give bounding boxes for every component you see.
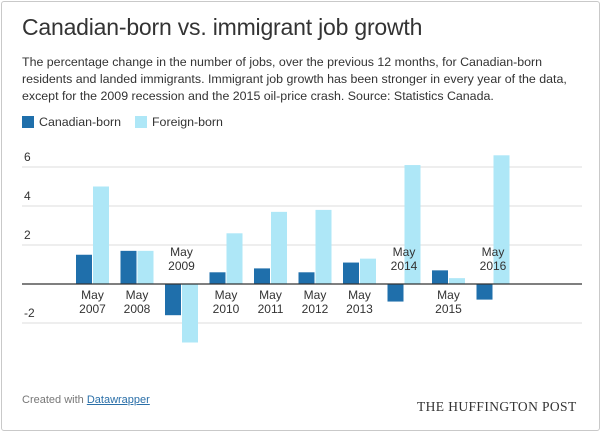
y-tick-label: 6 <box>24 150 31 164</box>
legend-swatch-foreign <box>134 116 147 128</box>
bar-foreign <box>493 155 510 284</box>
datawrapper-link[interactable]: Datawrapper <box>86 394 150 406</box>
x-tick-label: 2014 <box>391 259 418 273</box>
y-tick-label: 4 <box>24 189 31 203</box>
bar-canadian <box>76 254 92 284</box>
bar-foreign <box>93 186 109 284</box>
x-tick-label: May <box>437 288 460 302</box>
bar-canadian <box>387 284 404 302</box>
bar-canadian <box>254 268 270 284</box>
bar-canadian <box>476 284 493 300</box>
bar-canadian <box>343 262 359 284</box>
bar-foreign <box>449 278 465 284</box>
x-tick-label: 2013 <box>346 302 373 316</box>
bar-canadian <box>165 284 181 316</box>
bar-foreign <box>315 209 332 284</box>
x-tick-label: May <box>81 288 104 302</box>
x-tick-label: 2008 <box>124 302 151 316</box>
x-tick-label: 2011 <box>258 302 284 316</box>
bar-foreign <box>137 250 154 284</box>
footer-credit: Created with Datawrapper <box>22 394 150 406</box>
x-tick-label: May <box>304 288 327 302</box>
x-tick-label: May <box>215 288 238 302</box>
legend-item-canadian: Canadian-born <box>22 115 121 129</box>
x-tick-label: 2012 <box>302 302 329 316</box>
bar-foreign <box>271 211 287 284</box>
x-tick-label: 2015 <box>435 302 462 316</box>
chart-title: Canadian-born vs. immigrant job growth <box>22 14 423 40</box>
x-tick-label: May <box>126 288 149 302</box>
bar-canadian <box>209 272 226 284</box>
legend: Canadian-born Foreign-born <box>22 114 237 130</box>
x-tick-label: May <box>482 245 505 259</box>
y-tick-label: -2 <box>24 306 35 320</box>
x-tick-label: 2016 <box>480 259 507 273</box>
x-tick-label: 2010 <box>213 302 240 316</box>
x-tick-label: May <box>393 245 416 259</box>
bar-canadian <box>432 270 448 284</box>
brand-logo: THE HUFFINGTON POST <box>417 399 577 414</box>
legend-label-canadian: Canadian-born <box>39 115 121 129</box>
x-tick-label: May <box>170 245 193 259</box>
created-with-text: Created with <box>22 394 84 406</box>
x-tick-label: 2007 <box>79 302 106 316</box>
bar-foreign <box>182 284 198 343</box>
legend-label-foreign: Foreign-born <box>151 115 223 129</box>
legend-swatch-canadian <box>22 116 34 128</box>
bar-foreign <box>226 233 243 284</box>
x-tick-label: 2009 <box>168 259 195 273</box>
x-tick-label: May <box>259 288 282 302</box>
bar-canadian <box>298 272 315 284</box>
legend-item-foreign: Foreign-born <box>134 115 223 129</box>
y-tick-label: 2 <box>24 228 31 242</box>
bar-canadian <box>120 250 137 284</box>
bar-foreign <box>404 165 421 284</box>
bar-foreign <box>360 258 376 284</box>
x-tick-label: May <box>348 288 371 302</box>
chart-subtitle: The percentage change in the number of j… <box>22 55 567 103</box>
